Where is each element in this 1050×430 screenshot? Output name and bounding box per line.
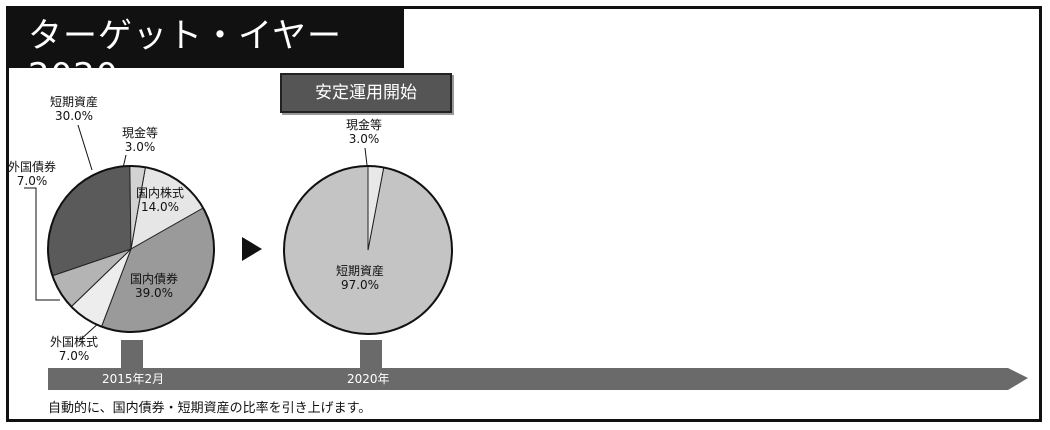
page-title: ターゲット・イヤー2020 <box>28 16 342 96</box>
leader-line-cash-2020 <box>364 147 368 166</box>
caption: 自動的に、国内債券・短期資産の比率を引き上げます。 <box>48 401 372 416</box>
pie-chart-2020 <box>283 165 453 335</box>
label-short-term-2020: 短期資産 97.0% <box>336 264 385 292</box>
title-banner: ターゲット・イヤー2020 <box>6 6 404 96</box>
label-domestic-bond-2015: 国内債券 39.0% <box>130 272 179 300</box>
label-cash-2020: 現金等 3.0% <box>346 118 383 146</box>
label-foreign-stock-2015: 外国株式 7.0% <box>50 335 99 363</box>
label-domestic-stock-2015: 国内株式 14.0% <box>136 186 185 214</box>
transition-arrow-icon <box>242 237 262 261</box>
timeline-start-label: 2015年2月 <box>102 372 165 386</box>
timeline-arrow <box>48 368 1028 390</box>
pie-outline <box>47 165 215 333</box>
timeline-marker-start <box>121 340 143 368</box>
label-foreign-bond-2015: 外国債券 7.0% <box>8 160 57 188</box>
label-short-term-2015: 短期資産 30.0% <box>50 95 99 123</box>
leader-line-foreign-bond <box>24 187 60 301</box>
label-cash-2015: 現金等 3.0% <box>122 126 159 154</box>
leader-line-short-term <box>77 124 93 171</box>
timeline-marker-end <box>360 340 382 368</box>
stable-operation-tag: 安定運用開始 <box>280 73 452 113</box>
timeline-end-label: 2020年 <box>347 372 390 386</box>
pie-outline <box>283 165 453 335</box>
pie-chart-2015 <box>47 165 215 333</box>
